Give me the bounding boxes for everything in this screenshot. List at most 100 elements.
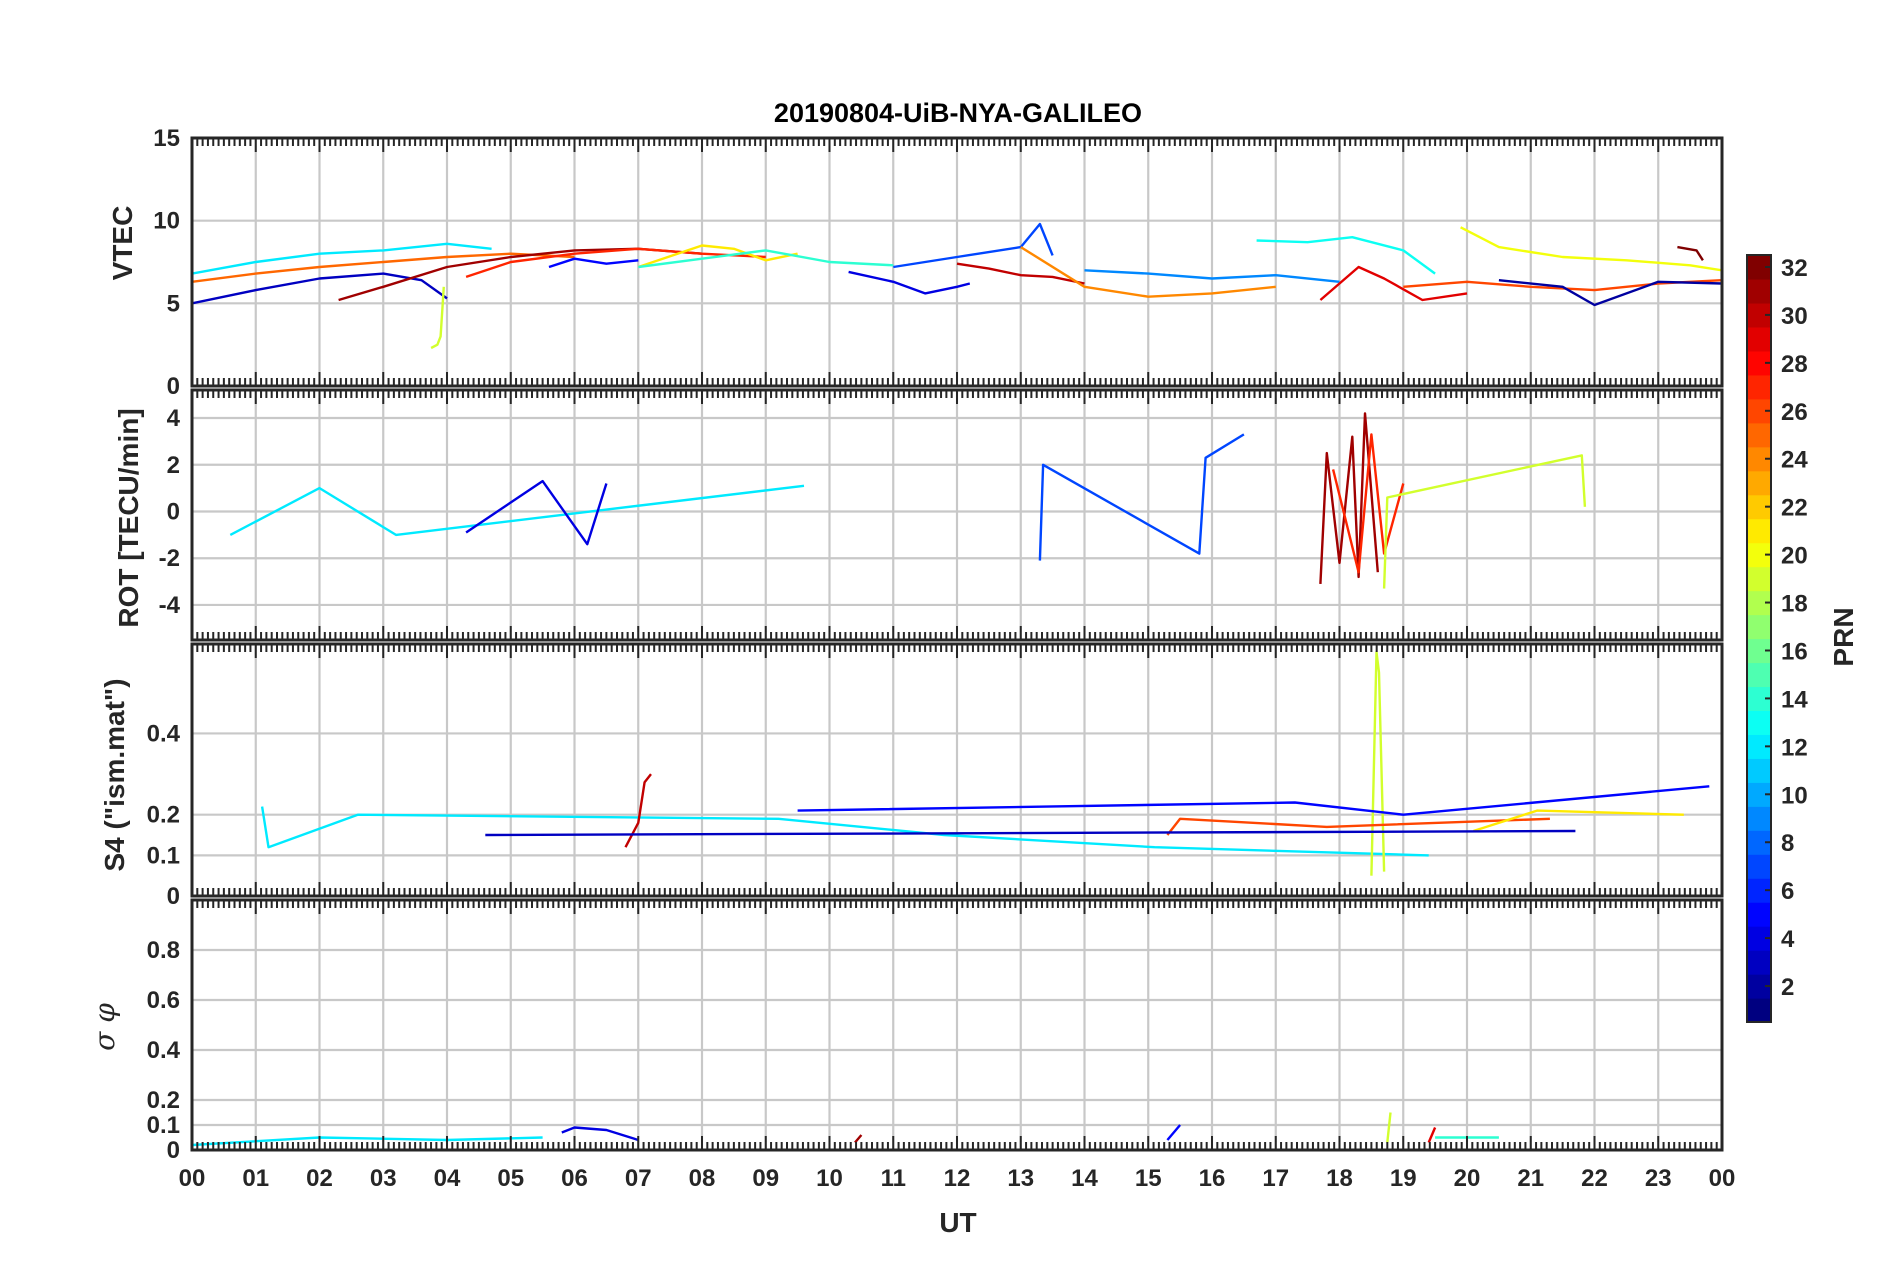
s4-frame	[190, 642, 1724, 898]
x-tick-label: 06	[561, 1165, 588, 1192]
s4-series-prn-21	[1473, 809, 1684, 833]
vtec-series-prn-14	[638, 249, 894, 269]
chart-title: 20190804-UiB-NYA-GALILEO	[774, 98, 1142, 128]
s4-series-group	[260, 650, 1710, 876]
sigma-phi-series-prn-31	[854, 1134, 863, 1144]
vtec-series-prn-32	[1677, 245, 1704, 261]
rot-series-prn-4	[465, 479, 608, 546]
vtec-ytick-label: 10	[153, 208, 180, 235]
colorbar-segment	[1747, 374, 1771, 400]
x-tick-label: 23	[1645, 1165, 1672, 1192]
rot-series-prn-7	[1038, 433, 1245, 561]
s4-ytick-label: 0.4	[147, 720, 181, 747]
panel-s4: 0 0.1 0.2 0.4	[147, 642, 1724, 910]
rot-series-group	[229, 412, 1587, 589]
vtec-series-prn-27	[465, 247, 766, 279]
sigma-phi-series-prn-4	[561, 1126, 639, 1142]
colorbar-segment	[1747, 518, 1771, 544]
colorbar-tick-label: 28	[1781, 351, 1808, 378]
rot-axis-label: ROT [TECU/min]	[113, 408, 144, 627]
colorbar-tick-label: 30	[1781, 303, 1808, 330]
x-tick-label: 15	[1135, 1165, 1162, 1192]
x-tick-label: 11	[881, 1165, 906, 1192]
colorbar-tick-label: 18	[1781, 591, 1808, 618]
vtec-series-prn-25	[192, 252, 575, 283]
x-tick-label: 00	[179, 1165, 206, 1192]
sigma-phi-ytick-label: 0.2	[147, 1087, 180, 1114]
x-tick-label: 16	[1199, 1165, 1226, 1192]
x-tick-label: 13	[1007, 1165, 1034, 1192]
colorbar-segment	[1747, 854, 1771, 879]
panel-rot: -4 -2 0 2 4	[159, 388, 1724, 642]
x-tick-label: 14	[1071, 1165, 1098, 1192]
vtec-frame	[190, 136, 1724, 388]
colorbar-segment	[1747, 806, 1771, 831]
colorbar-tick-label: 8	[1781, 830, 1794, 857]
x-tick-label: 22	[1581, 1165, 1608, 1192]
colorbar-tick-label: 2	[1781, 974, 1794, 1001]
colorbar-segment	[1747, 422, 1771, 448]
s4-series-prn-3	[485, 829, 1576, 837]
colorbar-tick-label: 12	[1781, 734, 1808, 761]
colorbar-segment	[1747, 566, 1771, 592]
x-axis-tick-labels: 00 01 02 03 04 05 06 07 08 09 10 11 12 13 14 15 16 17 18 19…	[179, 1165, 1736, 1192]
vtec-series-prn-2	[1498, 279, 1722, 307]
x-tick-label: 04	[434, 1165, 461, 1192]
x-tick-label: 18	[1326, 1165, 1353, 1192]
vtec-series-prn-4	[848, 270, 971, 295]
vtec-series-group	[192, 222, 1722, 350]
sigma-phi-series-prn-5	[1166, 1124, 1182, 1141]
rot-frame	[190, 388, 1724, 642]
sigma-phi-ytick-label: 0.1	[147, 1112, 180, 1139]
colorbar-tick-label: 10	[1781, 782, 1808, 809]
vtec-series-prn-29	[1319, 265, 1468, 302]
x-tick-label: 05	[497, 1165, 524, 1192]
x-tick-label: 10	[816, 1165, 843, 1192]
panel-vtec: 0 5 10 15	[153, 125, 1724, 400]
colorbar-tick-label: 4	[1781, 926, 1795, 953]
x-tick-label: 01	[242, 1165, 269, 1192]
s4-series-prn-26	[1166, 817, 1550, 836]
rot-ytick-label: -2	[159, 545, 180, 572]
colorbar-segment	[1747, 710, 1771, 735]
colorbar-tick-label: 26	[1781, 399, 1808, 426]
vtec-series-prn-5	[548, 257, 639, 269]
x-tick-label: 00	[1709, 1165, 1736, 1192]
rot-ytick-label: 4	[167, 405, 181, 432]
colorbar-frame	[1746, 254, 1772, 1023]
colorbar-segment	[1747, 326, 1771, 352]
s4-series-prn-5	[797, 785, 1710, 816]
colorbar-tick-label: 22	[1781, 495, 1808, 522]
x-tick-label: 17	[1262, 1165, 1289, 1192]
vtec-axis-label: VTEC	[107, 206, 138, 281]
colorbar	[1746, 254, 1772, 1023]
rot-series-prn-31	[1319, 412, 1379, 584]
sigma-phi-ytick-label: 0.4	[147, 1037, 181, 1064]
sigma-phi-ytick-label: 0	[167, 1137, 180, 1164]
x-tick-label: 21	[1517, 1165, 1544, 1192]
x-tick-label: 20	[1454, 1165, 1481, 1192]
colorbar-tick-label: 16	[1781, 638, 1808, 665]
x-tick-label: 09	[752, 1165, 779, 1192]
x-tick-label: 07	[625, 1165, 652, 1192]
vtec-series-prn-24	[1020, 246, 1276, 298]
colorbar-label: PRN	[1828, 607, 1859, 666]
vtec-ytick-label: 5	[167, 290, 180, 317]
colorbar-segment	[1747, 470, 1771, 496]
x-tick-label: 19	[1390, 1165, 1417, 1192]
rot-series-prn-27	[1331, 433, 1405, 574]
colorbar-segment	[1747, 902, 1771, 927]
sigma-phi-series-prn-29	[1427, 1127, 1437, 1143]
colorbar-segment	[1747, 278, 1771, 304]
s4-series-prn-19	[1370, 650, 1386, 876]
colorbar-tick-label: 6	[1781, 878, 1794, 905]
colorbar-segment	[1747, 998, 1771, 1023]
sigma-phi-series-prn-19	[1386, 1112, 1392, 1143]
x-tick-label: 03	[370, 1165, 397, 1192]
colorbar-tick-label: 24	[1781, 447, 1808, 474]
colorbar-tick-label: 32	[1781, 255, 1808, 282]
colorbar-segment	[1747, 758, 1771, 783]
